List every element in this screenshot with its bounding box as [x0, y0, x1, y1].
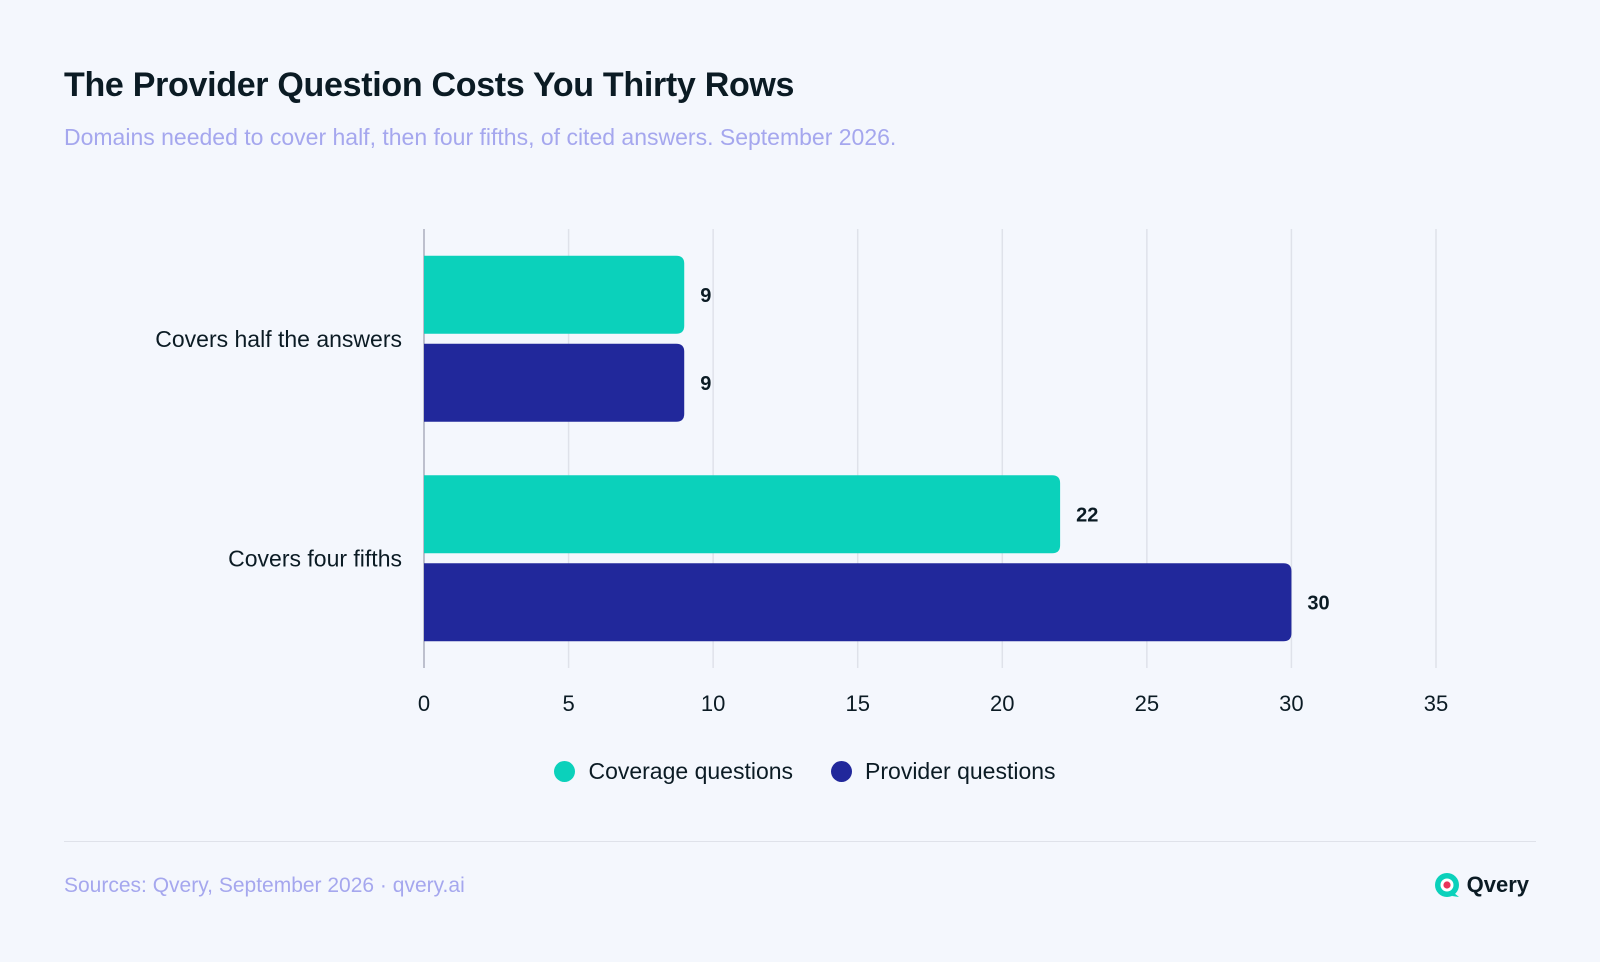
- data-label: 22: [1076, 504, 1098, 526]
- x-tick-label: 5: [562, 691, 574, 716]
- chart-subtitle: Domains needed to cover half, then four …: [64, 124, 897, 150]
- bar-chart: 0 5 10 15 20 25 30 35 Covers half the answers 9 9 C…: [155, 229, 1448, 716]
- legend-swatch-coverage: [554, 761, 576, 782]
- x-tick-label: 25: [1135, 691, 1159, 716]
- legend-item-coverage: Coverage questions: [554, 758, 793, 785]
- data-label: 9: [700, 285, 711, 307]
- x-tick-label: 35: [1424, 691, 1448, 716]
- category-label: Covers half the answers: [155, 326, 402, 352]
- brand: Qvery: [1434, 872, 1529, 898]
- bar-provider-0: [424, 343, 685, 422]
- data-label: 9: [700, 373, 711, 395]
- x-tick-label: 30: [1279, 691, 1303, 716]
- category-label: Covers four fifths: [228, 545, 402, 571]
- x-tick-label: 0: [418, 691, 430, 716]
- x-tick-label: 10: [701, 691, 725, 716]
- legend-item-provider: Provider questions: [831, 758, 1056, 785]
- chart-legend: Coverage questions Provider questions: [0, 758, 1600, 785]
- x-tick-label: 20: [990, 691, 1014, 716]
- source-note: Sources: Qvery, September 2026 · qvery.a…: [64, 874, 465, 897]
- chart-title: The Provider Question Costs You Thirty R…: [64, 66, 795, 104]
- bar-coverage-1: [424, 475, 1061, 554]
- bars: [424, 255, 1292, 642]
- x-tick-label: 15: [845, 691, 869, 716]
- brand-name: Qvery: [1466, 872, 1529, 897]
- footer-divider: [64, 841, 1536, 842]
- legend-label-provider: Provider questions: [865, 758, 1056, 784]
- bar-provider-1: [424, 563, 1292, 642]
- legend-swatch-provider: [831, 761, 853, 782]
- data-label: 30: [1307, 592, 1329, 614]
- bar-coverage-0: [424, 255, 685, 334]
- legend-label-coverage: Coverage questions: [588, 758, 794, 784]
- qvery-logo-icon: [1434, 873, 1459, 897]
- labels: 0 5 10 15 20 25 30 35 Covers half the answers 9 9 C…: [155, 285, 1448, 716]
